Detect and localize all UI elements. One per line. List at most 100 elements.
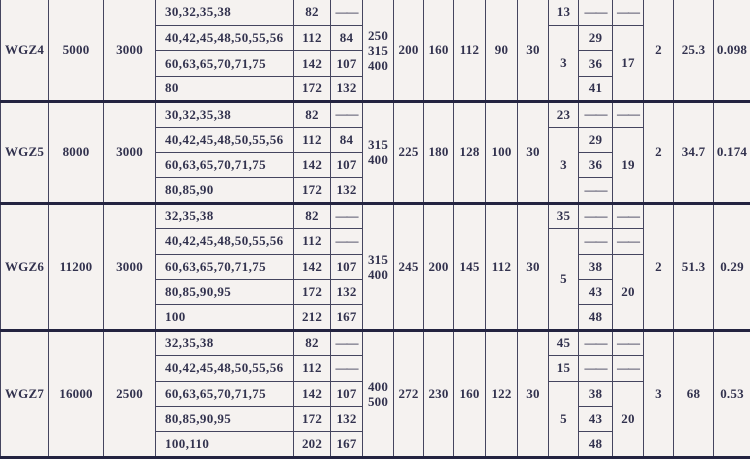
cell-dim-3: 145	[453, 201, 486, 331]
cell-l: 82	[293, 201, 331, 230]
cell-g2: 48	[578, 304, 613, 331]
cell-l1: ——	[330, 201, 363, 230]
cell-bore-range: 32,35,38	[155, 201, 294, 230]
cell-g2: ——	[578, 355, 613, 382]
cell-l1: ——	[330, 0, 363, 26]
cell-l: 112	[293, 24, 331, 52]
cell-g2: ——	[578, 177, 613, 204]
cell-dim-1: 200	[393, 0, 424, 103]
cell-val-a: 34.7	[673, 100, 714, 204]
cell-l: 82	[293, 100, 331, 128]
cell-val-b: 0.29	[713, 201, 750, 331]
cell-torque: 8000	[48, 100, 104, 204]
cell-g2: ——	[578, 0, 613, 26]
cell-l1: 107	[330, 151, 363, 179]
cell-l: 142	[293, 50, 331, 77]
cell-bore-range: 100,110	[155, 431, 294, 458]
cell-dim-2: 200	[423, 201, 454, 331]
cell-g3: 20	[612, 253, 644, 331]
cell-dim-2: 160	[423, 0, 454, 103]
cell-speed: 3000	[103, 201, 156, 331]
cell-dim-3: 160	[453, 328, 486, 459]
cell-g3: 17	[612, 24, 644, 103]
cell-g1: 45	[548, 328, 579, 357]
cell-l1: 167	[330, 304, 363, 331]
cell-g1: 13	[548, 0, 579, 26]
cell-l: 142	[293, 253, 331, 280]
cell-bore-range: 80,85,90,95	[155, 278, 294, 306]
cell-dim-2: 180	[423, 100, 454, 204]
cell-g2: 48	[578, 431, 613, 458]
cell-bore-range: 30,32,35,38	[155, 0, 294, 26]
cell-l1: 132	[330, 278, 363, 306]
cell-l1: 107	[330, 50, 363, 77]
cell-torque: 16000	[48, 328, 104, 459]
cell-g3: ——	[612, 328, 644, 357]
cell-dim-5: 30	[517, 201, 549, 331]
cell-g3: ——	[612, 100, 644, 128]
cell-speed: 3000	[103, 0, 156, 103]
cell-g2: 41	[578, 75, 613, 103]
cell-g3: 19	[612, 126, 644, 204]
cell-g2: 38	[578, 253, 613, 280]
cell-bore-range: 40,42,45,48,50,55,56	[155, 355, 294, 382]
cell-l: 172	[293, 177, 331, 204]
cell-l1: 107	[330, 253, 363, 280]
cell-torque: 5000	[48, 0, 104, 103]
cell-l1: 132	[330, 75, 363, 103]
cell-g2: 36	[578, 151, 613, 179]
cell-count: 2	[643, 201, 674, 331]
cell-val-b: 0.174	[713, 100, 750, 204]
cell-l: 112	[293, 355, 331, 382]
cell-d-sizes: 250 315 400	[362, 0, 394, 103]
cell-bore-range: 60,63,65,70,71,75	[155, 380, 294, 408]
cell-val-a: 51.3	[673, 201, 714, 331]
cell-g1: 23	[548, 100, 579, 128]
cell-g2: 43	[578, 405, 613, 433]
cell-l: 112	[293, 228, 331, 255]
cell-dim-4: 122	[485, 328, 518, 459]
cell-dim-1: 272	[393, 328, 424, 459]
cell-l: 112	[293, 126, 331, 153]
cell-bore-range: 60,63,65,70,71,75	[155, 151, 294, 179]
cell-l: 202	[293, 431, 331, 458]
cell-val-a: 68	[673, 328, 714, 459]
cell-l: 212	[293, 304, 331, 331]
cell-speed: 3000	[103, 100, 156, 204]
cell-count: 2	[643, 100, 674, 204]
cell-g1: 3	[548, 126, 579, 204]
cell-g3: ——	[612, 0, 644, 26]
cell-bore-range: 60,63,65,70,71,75	[155, 50, 294, 77]
cell-g3: 20	[612, 380, 644, 459]
cell-g3: ——	[612, 201, 644, 230]
cell-l1: ——	[330, 355, 363, 382]
cell-l: 172	[293, 75, 331, 103]
cell-l: 82	[293, 328, 331, 357]
cell-val-a: 25.3	[673, 0, 714, 103]
cell-g1: 35	[548, 201, 579, 230]
cell-model: WGZ5	[0, 100, 49, 204]
cell-l1: 84	[330, 126, 363, 153]
cell-g1: 5	[548, 228, 579, 331]
cell-val-b: 0.098	[713, 0, 750, 103]
cell-g2: ——	[578, 328, 613, 357]
cell-model: WGZ6	[0, 201, 49, 331]
cell-bore-range: 80,85,90,95	[155, 405, 294, 433]
cell-l: 142	[293, 151, 331, 179]
cell-l: 142	[293, 380, 331, 408]
cell-g2: ——	[578, 228, 613, 255]
cell-l1: ——	[330, 100, 363, 128]
cell-dim-3: 112	[453, 0, 486, 103]
cell-g1: 3	[548, 24, 579, 103]
cell-l: 82	[293, 0, 331, 26]
cell-l1: 132	[330, 177, 363, 204]
cell-g2: 29	[578, 126, 613, 153]
cell-l1: 107	[330, 380, 363, 408]
cell-bore-range: 80,85,90	[155, 177, 294, 204]
cell-bore-range: 40,42,45,48,50,55,56	[155, 228, 294, 255]
cell-dim-4: 112	[485, 201, 518, 331]
cell-dim-3: 128	[453, 100, 486, 204]
cell-g2: ——	[578, 201, 613, 230]
